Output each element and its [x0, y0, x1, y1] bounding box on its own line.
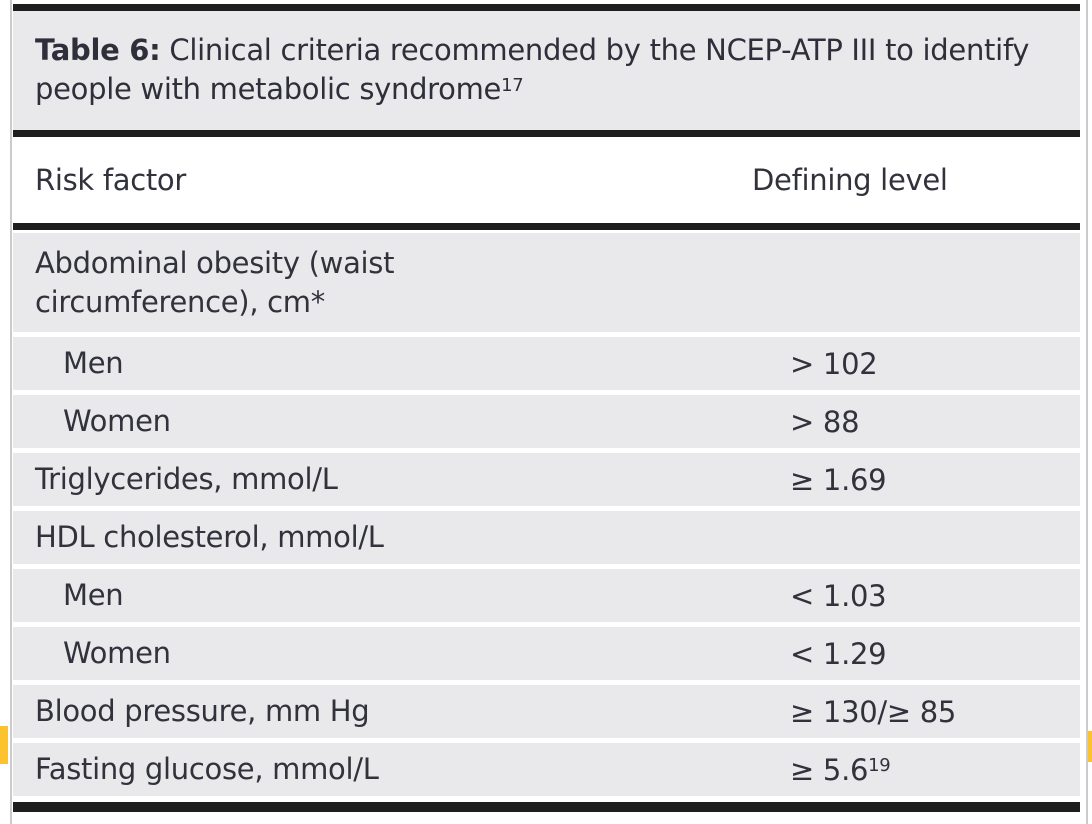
table-row: Blood pressure, mm Hg ≥ 130/≥ 85 — [13, 685, 1080, 738]
table-bottom-rule — [13, 802, 1080, 812]
defining-level-value: ≥ 5.6 — [790, 752, 869, 787]
table-row: Women < 1.29 — [13, 627, 1080, 680]
table-row: HDL cholesterol, mmol/L — [13, 511, 1080, 564]
risk-factor-cell: Fasting glucose, mmol/L — [13, 750, 379, 789]
risk-factor-label: Men — [63, 578, 124, 612]
risk-factor-cell: Women — [13, 634, 171, 673]
risk-factor-label: Women — [63, 404, 171, 438]
table-row: Triglycerides, mmol/L ≥ 1.69 — [13, 453, 1080, 506]
table-caption: Table 6: Clinical criteria recommended b… — [13, 11, 1080, 130]
table-caption-number: Table 6: — [35, 33, 161, 67]
risk-factor-label: Blood pressure, mm Hg — [35, 694, 370, 728]
table-6: Table 6: Clinical criteria recommended b… — [13, 4, 1080, 812]
defining-level-value: > 102 — [790, 346, 878, 381]
defining-level-cell: ≥ 5.619 — [790, 752, 891, 787]
right-yellow-accent-bar — [1088, 731, 1092, 762]
risk-factor-cell: HDL cholesterol, mmol/L — [13, 518, 384, 557]
left-column-divider — [10, 0, 12, 824]
risk-factor-cell: Triglycerides, mmol/L — [13, 460, 338, 499]
column-header-risk-factor: Risk factor — [35, 163, 186, 197]
table-body: Abdominal obesity (waist circumference),… — [13, 233, 1080, 796]
defining-level-value: ≥ 1.69 — [790, 462, 887, 497]
header-divider-rule — [13, 223, 1080, 230]
risk-factor-label: Abdominal obesity (waist circumference),… — [35, 245, 395, 319]
risk-factor-label: Women — [63, 636, 171, 670]
table-header-row: Risk factor Defining level — [13, 137, 1080, 223]
defining-level-value: < 1.29 — [790, 636, 887, 671]
table-caption-text: Clinical criteria recommended by the NCE… — [35, 33, 1030, 106]
defining-level-cell: ≥ 130/≥ 85 — [790, 695, 956, 729]
right-column-divider — [1086, 0, 1088, 824]
defining-level-value: ≥ 130/≥ 85 — [790, 694, 957, 729]
risk-factor-label: Fasting glucose, mmol/L — [35, 752, 379, 786]
table-row: Abdominal obesity (waist circumference),… — [13, 233, 1080, 332]
table-top-rule — [13, 4, 1080, 11]
defining-level-cell: < 1.03 — [790, 578, 887, 613]
risk-factor-cell: Abdominal obesity (waist circumference),… — [13, 244, 595, 322]
table-row: Fasting glucose, mmol/L ≥ 5.619 — [13, 743, 1080, 796]
defining-level-value: < 1.03 — [790, 578, 887, 613]
defining-level-cell: ≥ 1.69 — [790, 462, 887, 497]
table-row: Men > 102 — [13, 337, 1080, 390]
risk-factor-cell: Blood pressure, mm Hg — [13, 692, 370, 731]
column-header-defining-level: Defining level — [752, 163, 948, 197]
risk-factor-label: HDL cholesterol, mmol/L — [35, 520, 384, 554]
risk-factor-cell: Women — [13, 402, 171, 441]
left-yellow-accent-bar — [0, 726, 8, 764]
defining-level-cell: < 1.29 — [790, 636, 887, 671]
risk-factor-label: Men — [63, 346, 124, 380]
table-row: Women > 88 — [13, 395, 1080, 448]
defining-level-cell: > 102 — [790, 346, 878, 381]
defining-level-reference: 19 — [868, 755, 891, 777]
caption-divider-rule — [13, 130, 1080, 137]
table-caption-reference: 17 — [501, 74, 524, 96]
risk-factor-cell: Men — [13, 576, 124, 615]
defining-level-cell: > 88 — [790, 404, 860, 439]
defining-level-value: > 88 — [790, 404, 860, 439]
risk-factor-label: Triglycerides, mmol/L — [35, 462, 338, 496]
table-row: Men < 1.03 — [13, 569, 1080, 622]
risk-factor-cell: Men — [13, 344, 124, 383]
